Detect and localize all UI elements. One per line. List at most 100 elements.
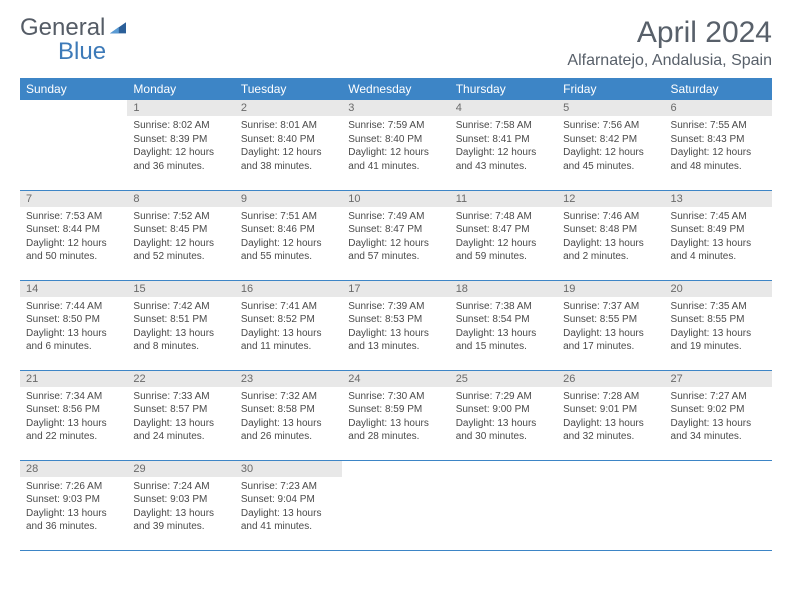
calendar-cell: 25Sunrise: 7:29 AMSunset: 9:00 PMDayligh… — [450, 370, 557, 460]
calendar-cell: 10Sunrise: 7:49 AMSunset: 8:47 PMDayligh… — [342, 190, 449, 280]
title-block: April 2024 Alfarnatejo, Andalusia, Spain — [567, 16, 772, 70]
calendar-cell: 13Sunrise: 7:45 AMSunset: 8:49 PMDayligh… — [665, 190, 772, 280]
calendar-cell: 9Sunrise: 7:51 AMSunset: 8:46 PMDaylight… — [235, 190, 342, 280]
day-number: 3 — [342, 100, 449, 116]
day-content: Sunrise: 7:38 AMSunset: 8:54 PMDaylight:… — [450, 297, 557, 358]
calendar-cell: 8Sunrise: 7:52 AMSunset: 8:45 PMDaylight… — [127, 190, 234, 280]
day-content: Sunrise: 7:32 AMSunset: 8:58 PMDaylight:… — [235, 387, 342, 448]
day-content: Sunrise: 7:53 AMSunset: 8:44 PMDaylight:… — [20, 207, 127, 268]
calendar-cell: 30Sunrise: 7:23 AMSunset: 9:04 PMDayligh… — [235, 460, 342, 550]
calendar-cell: 28Sunrise: 7:26 AMSunset: 9:03 PMDayligh… — [20, 460, 127, 550]
logo-text-part2: Blue — [58, 40, 106, 64]
day-content: Sunrise: 7:29 AMSunset: 9:00 PMDaylight:… — [450, 387, 557, 448]
day-number: 8 — [127, 191, 234, 207]
day-header: Friday — [557, 78, 664, 100]
day-number: 1 — [127, 100, 234, 116]
day-header: Monday — [127, 78, 234, 100]
calendar-cell: 27Sunrise: 7:27 AMSunset: 9:02 PMDayligh… — [665, 370, 772, 460]
day-content: Sunrise: 7:33 AMSunset: 8:57 PMDaylight:… — [127, 387, 234, 448]
calendar-cell: 22Sunrise: 7:33 AMSunset: 8:57 PMDayligh… — [127, 370, 234, 460]
calendar-cell: 7Sunrise: 7:53 AMSunset: 8:44 PMDaylight… — [20, 190, 127, 280]
calendar-cell: 18Sunrise: 7:38 AMSunset: 8:54 PMDayligh… — [450, 280, 557, 370]
day-number: 18 — [450, 281, 557, 297]
day-number: 22 — [127, 371, 234, 387]
day-number: 29 — [127, 461, 234, 477]
calendar-cell: 11Sunrise: 7:48 AMSunset: 8:47 PMDayligh… — [450, 190, 557, 280]
page-header: GeneralBlue April 2024 Alfarnatejo, Anda… — [20, 16, 772, 70]
day-number: 6 — [665, 100, 772, 116]
day-header: Thursday — [450, 78, 557, 100]
day-content: Sunrise: 7:51 AMSunset: 8:46 PMDaylight:… — [235, 207, 342, 268]
day-number: 5 — [557, 100, 664, 116]
day-number: 23 — [235, 371, 342, 387]
calendar-cell: 17Sunrise: 7:39 AMSunset: 8:53 PMDayligh… — [342, 280, 449, 370]
calendar-body: 1Sunrise: 8:02 AMSunset: 8:39 PMDaylight… — [20, 100, 772, 550]
calendar-cell: 3Sunrise: 7:59 AMSunset: 8:40 PMDaylight… — [342, 100, 449, 190]
day-content: Sunrise: 7:34 AMSunset: 8:56 PMDaylight:… — [20, 387, 127, 448]
day-content: Sunrise: 7:56 AMSunset: 8:42 PMDaylight:… — [557, 116, 664, 177]
day-number: 7 — [20, 191, 127, 207]
day-content: Sunrise: 7:46 AMSunset: 8:48 PMDaylight:… — [557, 207, 664, 268]
calendar-cell — [450, 460, 557, 550]
calendar-cell — [342, 460, 449, 550]
day-content: Sunrise: 7:24 AMSunset: 9:03 PMDaylight:… — [127, 477, 234, 538]
day-number: 11 — [450, 191, 557, 207]
calendar-cell — [557, 460, 664, 550]
day-number: 30 — [235, 461, 342, 477]
calendar-head: SundayMondayTuesdayWednesdayThursdayFrid… — [20, 78, 772, 100]
day-content: Sunrise: 7:35 AMSunset: 8:55 PMDaylight:… — [665, 297, 772, 358]
day-content: Sunrise: 7:42 AMSunset: 8:51 PMDaylight:… — [127, 297, 234, 358]
calendar-cell: 15Sunrise: 7:42 AMSunset: 8:51 PMDayligh… — [127, 280, 234, 370]
calendar-cell: 14Sunrise: 7:44 AMSunset: 8:50 PMDayligh… — [20, 280, 127, 370]
day-number: 16 — [235, 281, 342, 297]
calendar-cell: 12Sunrise: 7:46 AMSunset: 8:48 PMDayligh… — [557, 190, 664, 280]
calendar-cell: 29Sunrise: 7:24 AMSunset: 9:03 PMDayligh… — [127, 460, 234, 550]
calendar-cell: 4Sunrise: 7:58 AMSunset: 8:41 PMDaylight… — [450, 100, 557, 190]
calendar-cell: 24Sunrise: 7:30 AMSunset: 8:59 PMDayligh… — [342, 370, 449, 460]
day-number: 10 — [342, 191, 449, 207]
day-number: 21 — [20, 371, 127, 387]
logo-icon — [107, 16, 129, 40]
day-number: 2 — [235, 100, 342, 116]
day-number: 12 — [557, 191, 664, 207]
month-title: April 2024 — [567, 16, 772, 50]
day-content: Sunrise: 7:27 AMSunset: 9:02 PMDaylight:… — [665, 387, 772, 448]
calendar-cell: 20Sunrise: 7:35 AMSunset: 8:55 PMDayligh… — [665, 280, 772, 370]
logo-text-part1: General — [20, 14, 105, 41]
day-number: 19 — [557, 281, 664, 297]
day-content: Sunrise: 7:58 AMSunset: 8:41 PMDaylight:… — [450, 116, 557, 177]
day-number: 24 — [342, 371, 449, 387]
day-content: Sunrise: 7:55 AMSunset: 8:43 PMDaylight:… — [665, 116, 772, 177]
day-content: Sunrise: 7:23 AMSunset: 9:04 PMDaylight:… — [235, 477, 342, 538]
day-number: 15 — [127, 281, 234, 297]
day-number: 9 — [235, 191, 342, 207]
day-content: Sunrise: 8:01 AMSunset: 8:40 PMDaylight:… — [235, 116, 342, 177]
day-content: Sunrise: 7:48 AMSunset: 8:47 PMDaylight:… — [450, 207, 557, 268]
day-content: Sunrise: 7:44 AMSunset: 8:50 PMDaylight:… — [20, 297, 127, 358]
day-content: Sunrise: 7:28 AMSunset: 9:01 PMDaylight:… — [557, 387, 664, 448]
day-content: Sunrise: 7:41 AMSunset: 8:52 PMDaylight:… — [235, 297, 342, 358]
day-content: Sunrise: 7:59 AMSunset: 8:40 PMDaylight:… — [342, 116, 449, 177]
calendar-cell: 2Sunrise: 8:01 AMSunset: 8:40 PMDaylight… — [235, 100, 342, 190]
day-content: Sunrise: 8:02 AMSunset: 8:39 PMDaylight:… — [127, 116, 234, 177]
day-header: Tuesday — [235, 78, 342, 100]
day-number: 13 — [665, 191, 772, 207]
calendar-cell: 16Sunrise: 7:41 AMSunset: 8:52 PMDayligh… — [235, 280, 342, 370]
day-number: 26 — [557, 371, 664, 387]
calendar-cell: 6Sunrise: 7:55 AMSunset: 8:43 PMDaylight… — [665, 100, 772, 190]
day-content: Sunrise: 7:26 AMSunset: 9:03 PMDaylight:… — [20, 477, 127, 538]
day-content: Sunrise: 7:52 AMSunset: 8:45 PMDaylight:… — [127, 207, 234, 268]
day-number: 4 — [450, 100, 557, 116]
calendar-table: SundayMondayTuesdayWednesdayThursdayFrid… — [20, 78, 772, 551]
calendar-cell: 5Sunrise: 7:56 AMSunset: 8:42 PMDaylight… — [557, 100, 664, 190]
day-content: Sunrise: 7:45 AMSunset: 8:49 PMDaylight:… — [665, 207, 772, 268]
day-header: Wednesday — [342, 78, 449, 100]
day-header: Sunday — [20, 78, 127, 100]
calendar-cell: 21Sunrise: 7:34 AMSunset: 8:56 PMDayligh… — [20, 370, 127, 460]
day-number: 17 — [342, 281, 449, 297]
day-number: 20 — [665, 281, 772, 297]
day-header: Saturday — [665, 78, 772, 100]
day-content: Sunrise: 7:37 AMSunset: 8:55 PMDaylight:… — [557, 297, 664, 358]
day-content: Sunrise: 7:30 AMSunset: 8:59 PMDaylight:… — [342, 387, 449, 448]
calendar-cell — [665, 460, 772, 550]
